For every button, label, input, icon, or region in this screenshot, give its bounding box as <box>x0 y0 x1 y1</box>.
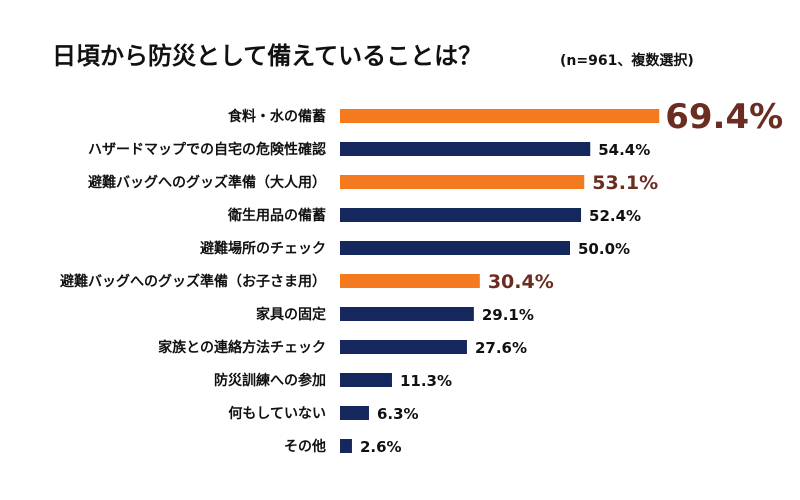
bar <box>340 175 585 189</box>
category-label: 何もしていない <box>228 405 326 422</box>
bar <box>340 340 467 354</box>
chart-subtitle: (n=961、複数選択) <box>560 53 694 69</box>
value-label: 53.1% <box>592 172 658 194</box>
bar <box>340 307 474 321</box>
value-label: 54.4% <box>598 141 650 159</box>
bar <box>340 142 591 156</box>
category-label: 避難場所のチェック <box>200 240 326 257</box>
value-label: 50.0% <box>578 240 630 258</box>
value-label: 6.3% <box>377 405 419 423</box>
value-label: 11.3% <box>400 372 452 390</box>
value-label: 29.1% <box>482 306 534 324</box>
category-label: ハザードマップでの自宅の危険性確認 <box>88 141 326 158</box>
category-label: 食料・水の備蓄 <box>228 108 326 125</box>
bar <box>340 373 392 387</box>
category-label: 衛生用品の備蓄 <box>227 207 326 224</box>
category-label: その他 <box>284 438 326 455</box>
category-label: 避難バッグへのグッズ準備（お子さま用） <box>60 273 326 290</box>
value-label: 69.4% <box>665 97 783 137</box>
bar <box>340 406 369 420</box>
category-label: 防災訓練への参加 <box>214 372 326 389</box>
bar <box>340 274 480 288</box>
value-label: 52.4% <box>589 207 641 225</box>
bar <box>340 109 660 123</box>
category-label: 家族との連絡方法チェック <box>158 339 326 356</box>
bar <box>340 241 570 255</box>
chart-title: 日頃から防災として備えていることは？ <box>52 42 483 70</box>
category-label: 避難バッグへのグッズ準備（大人用） <box>88 174 326 191</box>
value-label: 30.4% <box>488 271 554 293</box>
category-label: 家具の固定 <box>256 306 326 323</box>
bar <box>340 439 352 453</box>
bar <box>340 208 582 222</box>
value-label: 2.6% <box>360 438 402 456</box>
value-label: 27.6% <box>475 339 527 357</box>
